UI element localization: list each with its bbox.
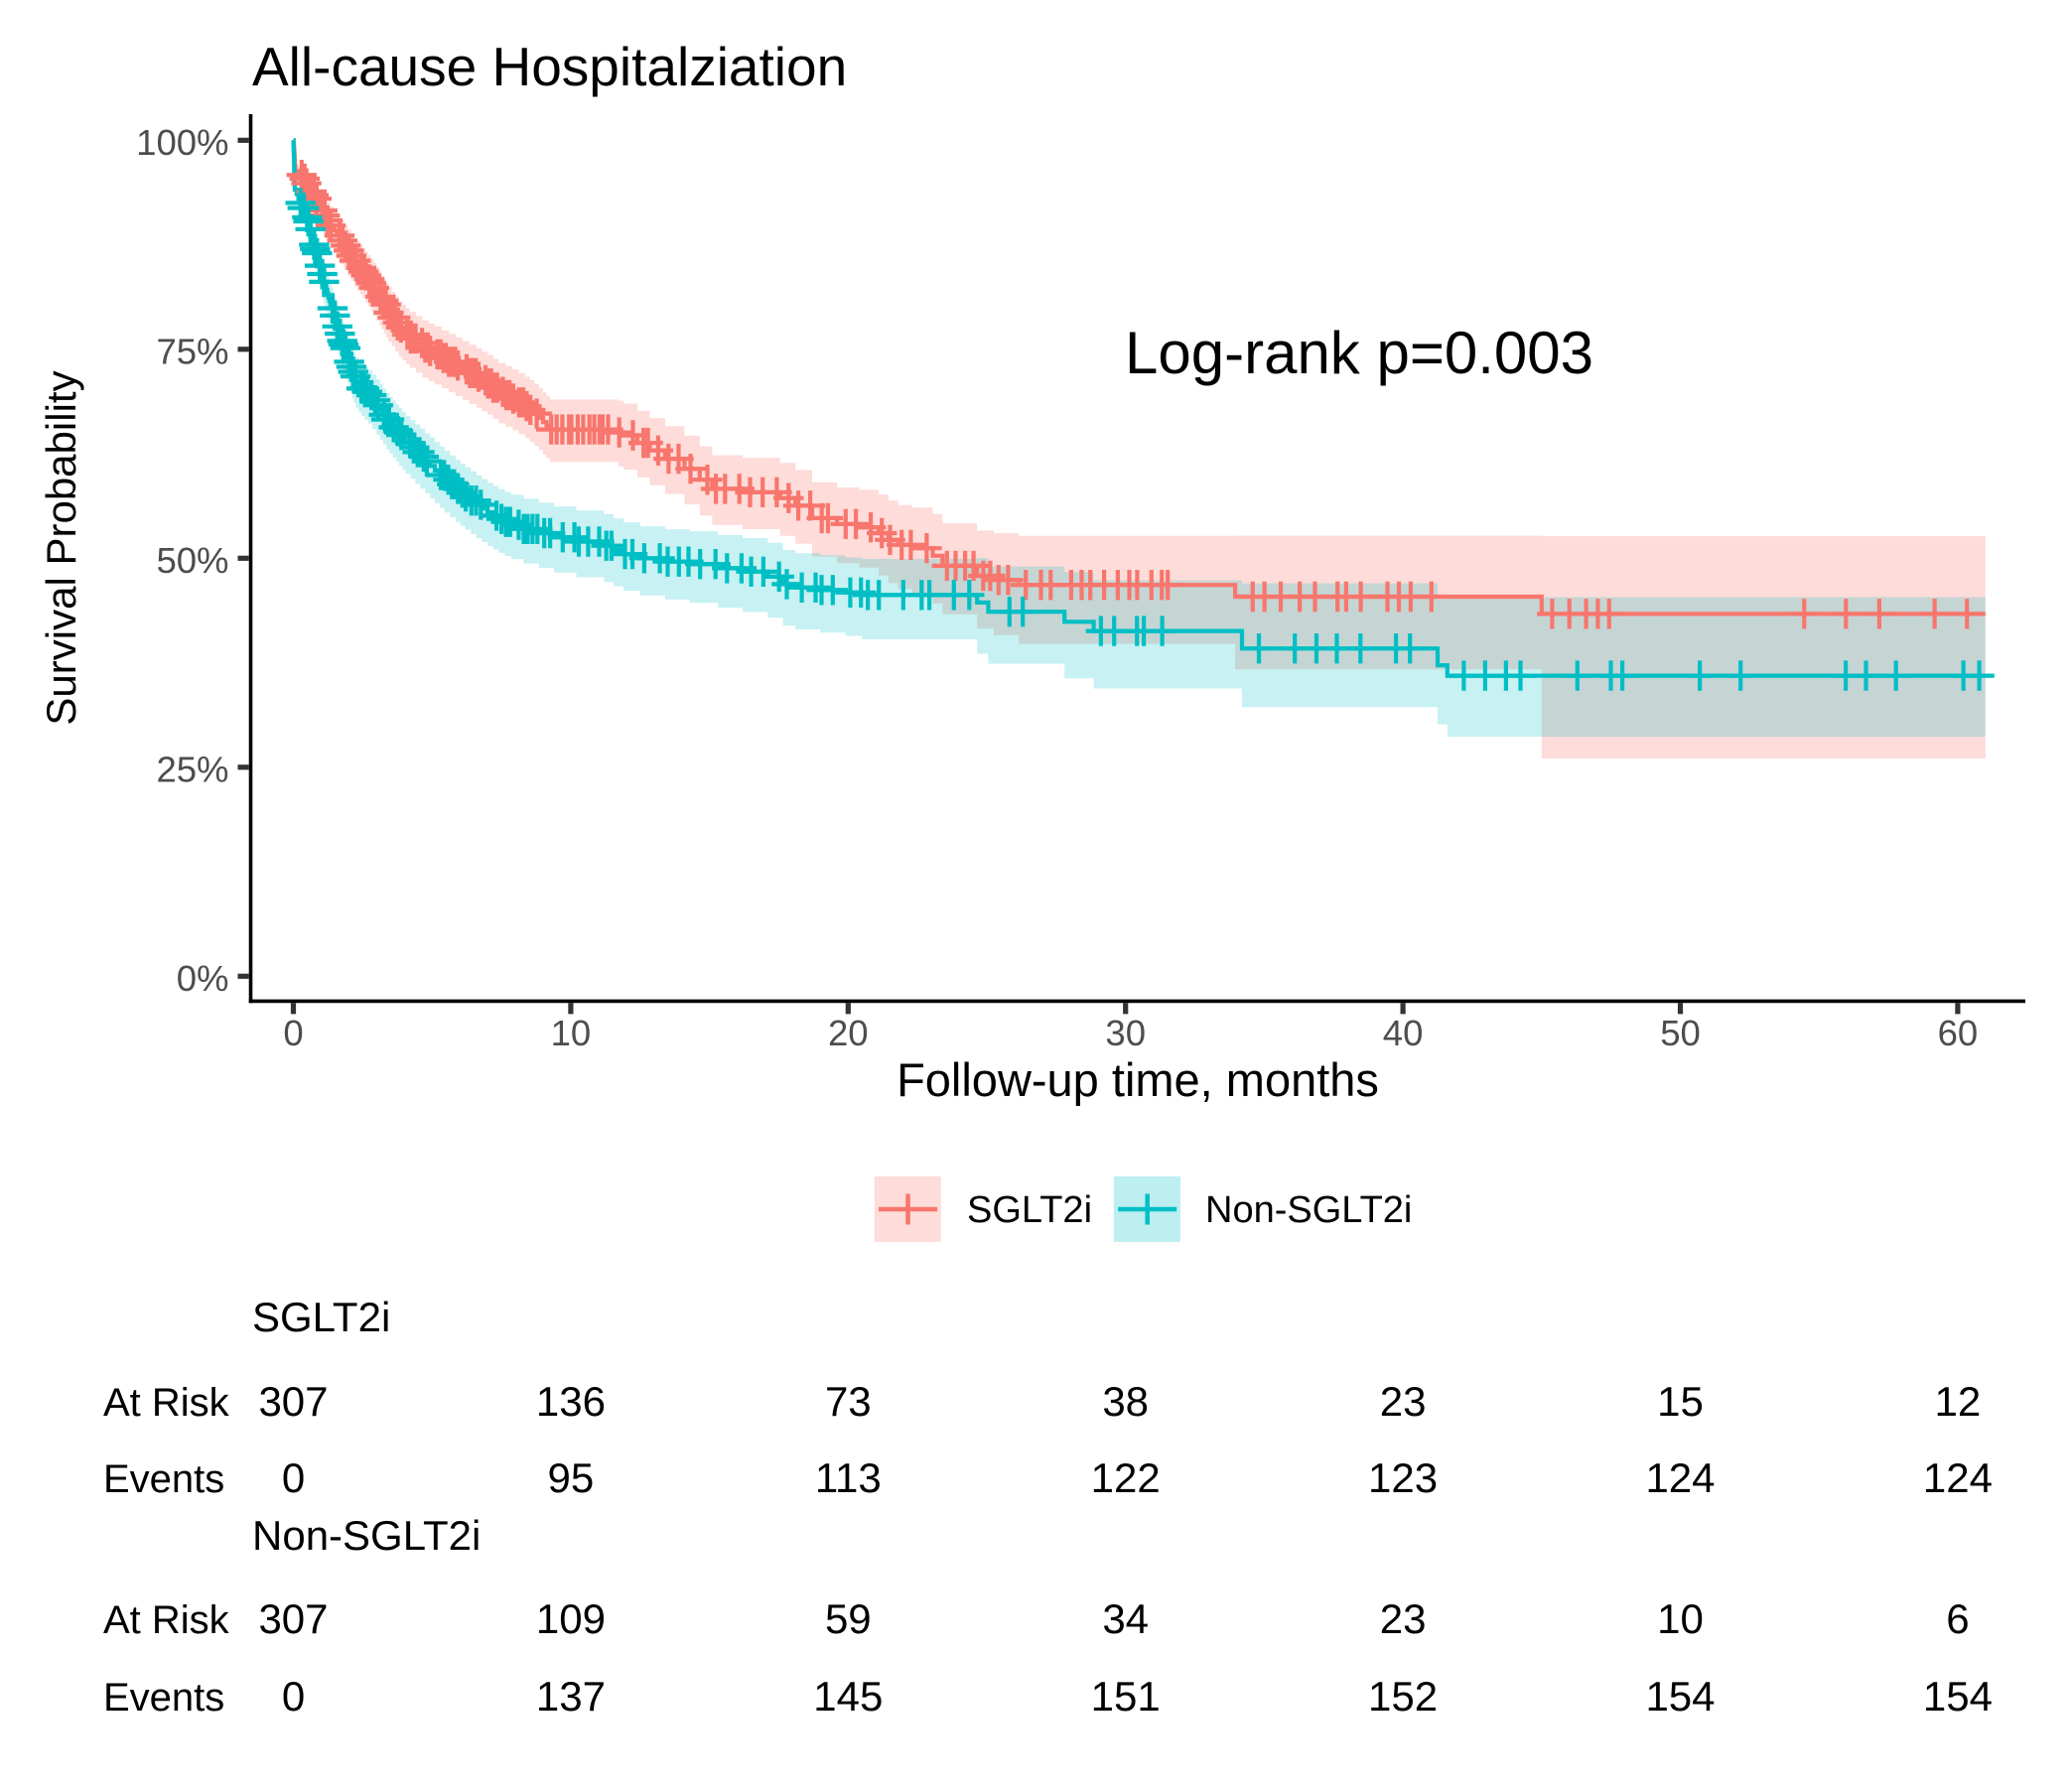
svg-text:Survival Probability: Survival Probability [38,370,84,725]
svg-text:152: 152 [1368,1673,1438,1720]
svg-text:145: 145 [813,1673,883,1720]
svg-text:0: 0 [282,1673,305,1720]
svg-text:123: 123 [1368,1454,1438,1501]
svg-text:124: 124 [1645,1454,1715,1501]
svg-text:Non-SGLT2i: Non-SGLT2i [1205,1189,1412,1231]
svg-text:154: 154 [1923,1673,1993,1720]
svg-text:109: 109 [536,1595,606,1642]
svg-text:SGLT2i: SGLT2i [967,1189,1092,1231]
svg-text:38: 38 [1102,1378,1149,1425]
svg-text:307: 307 [258,1378,328,1425]
svg-text:95: 95 [548,1454,595,1501]
svg-text:60: 60 [1938,1013,1979,1053]
svg-text:10: 10 [551,1013,592,1053]
svg-text:137: 137 [536,1673,606,1720]
svg-text:0: 0 [282,1454,305,1501]
svg-text:0: 0 [283,1013,303,1053]
svg-text:6: 6 [1946,1595,1969,1642]
svg-text:Events: Events [103,1676,224,1720]
svg-text:20: 20 [828,1013,869,1053]
svg-text:23: 23 [1380,1378,1427,1425]
svg-text:75%: 75% [156,332,228,372]
svg-text:SGLT2i: SGLT2i [252,1294,390,1340]
svg-text:0%: 0% [177,958,229,999]
svg-text:113: 113 [815,1454,882,1501]
svg-text:34: 34 [1102,1595,1149,1642]
svg-text:50%: 50% [156,540,228,581]
svg-text:Non-SGLT2i: Non-SGLT2i [252,1512,481,1559]
svg-text:15: 15 [1657,1378,1704,1425]
svg-text:122: 122 [1091,1454,1161,1501]
svg-text:Log-rank p=0.003: Log-rank p=0.003 [1125,320,1593,386]
svg-text:25%: 25% [156,750,228,790]
svg-text:124: 124 [1923,1454,1993,1501]
svg-text:Events: Events [103,1457,224,1501]
svg-text:30: 30 [1105,1013,1146,1053]
svg-text:151: 151 [1091,1673,1161,1720]
svg-text:59: 59 [825,1595,872,1642]
svg-text:23: 23 [1380,1595,1427,1642]
svg-text:Follow-up time, months: Follow-up time, months [897,1053,1379,1106]
svg-text:73: 73 [825,1378,872,1425]
svg-text:At Risk: At Risk [103,1381,230,1425]
svg-text:40: 40 [1383,1013,1424,1053]
svg-text:10: 10 [1657,1595,1704,1642]
svg-text:All-cause Hospitalziation: All-cause Hospitalziation [252,36,847,97]
svg-text:154: 154 [1645,1673,1715,1720]
svg-text:100%: 100% [136,122,228,163]
svg-text:12: 12 [1935,1378,1982,1425]
svg-text:307: 307 [258,1595,328,1642]
svg-text:50: 50 [1660,1013,1701,1053]
svg-text:136: 136 [536,1378,606,1425]
svg-text:At Risk: At Risk [103,1598,230,1642]
